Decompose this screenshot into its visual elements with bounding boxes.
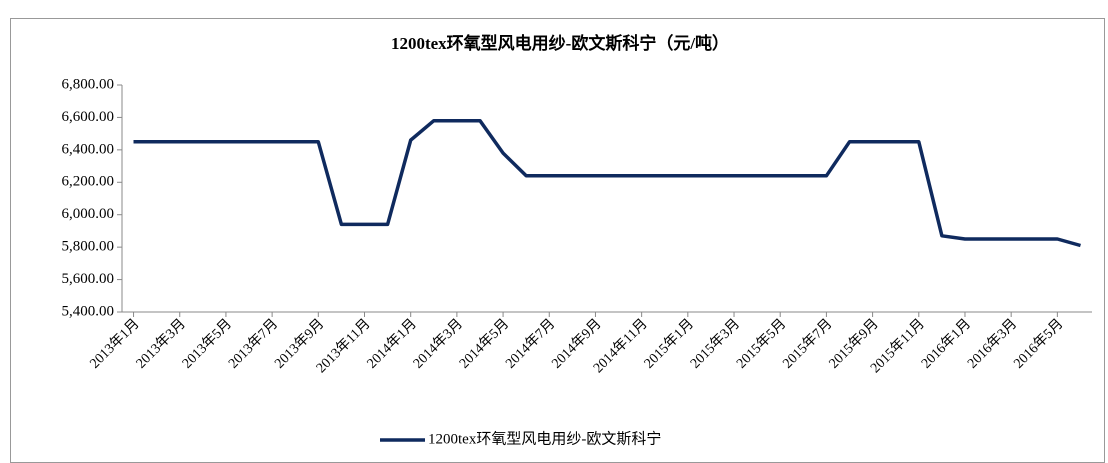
y-tick-label: 6,400.00 [62,141,115,157]
y-tick-label: 6,200.00 [62,174,115,190]
y-tick-label: 5,800.00 [62,239,115,255]
y-tick-label: 5,400.00 [62,303,115,319]
y-tick-label: 6,000.00 [62,206,115,222]
y-tick-label: 5,600.00 [62,271,115,287]
chart-border [10,18,1105,463]
y-tick-label: 6,800.00 [62,76,115,92]
y-tick-label: 6,600.00 [62,109,115,125]
line-series [133,118,1081,248]
chart-title: 1200tex环氧型风电用纱-欧文斯科宁（元/吨） [391,33,729,53]
legend-label: 1200tex环氧型风电用纱-欧文斯科宁 [428,430,661,447]
